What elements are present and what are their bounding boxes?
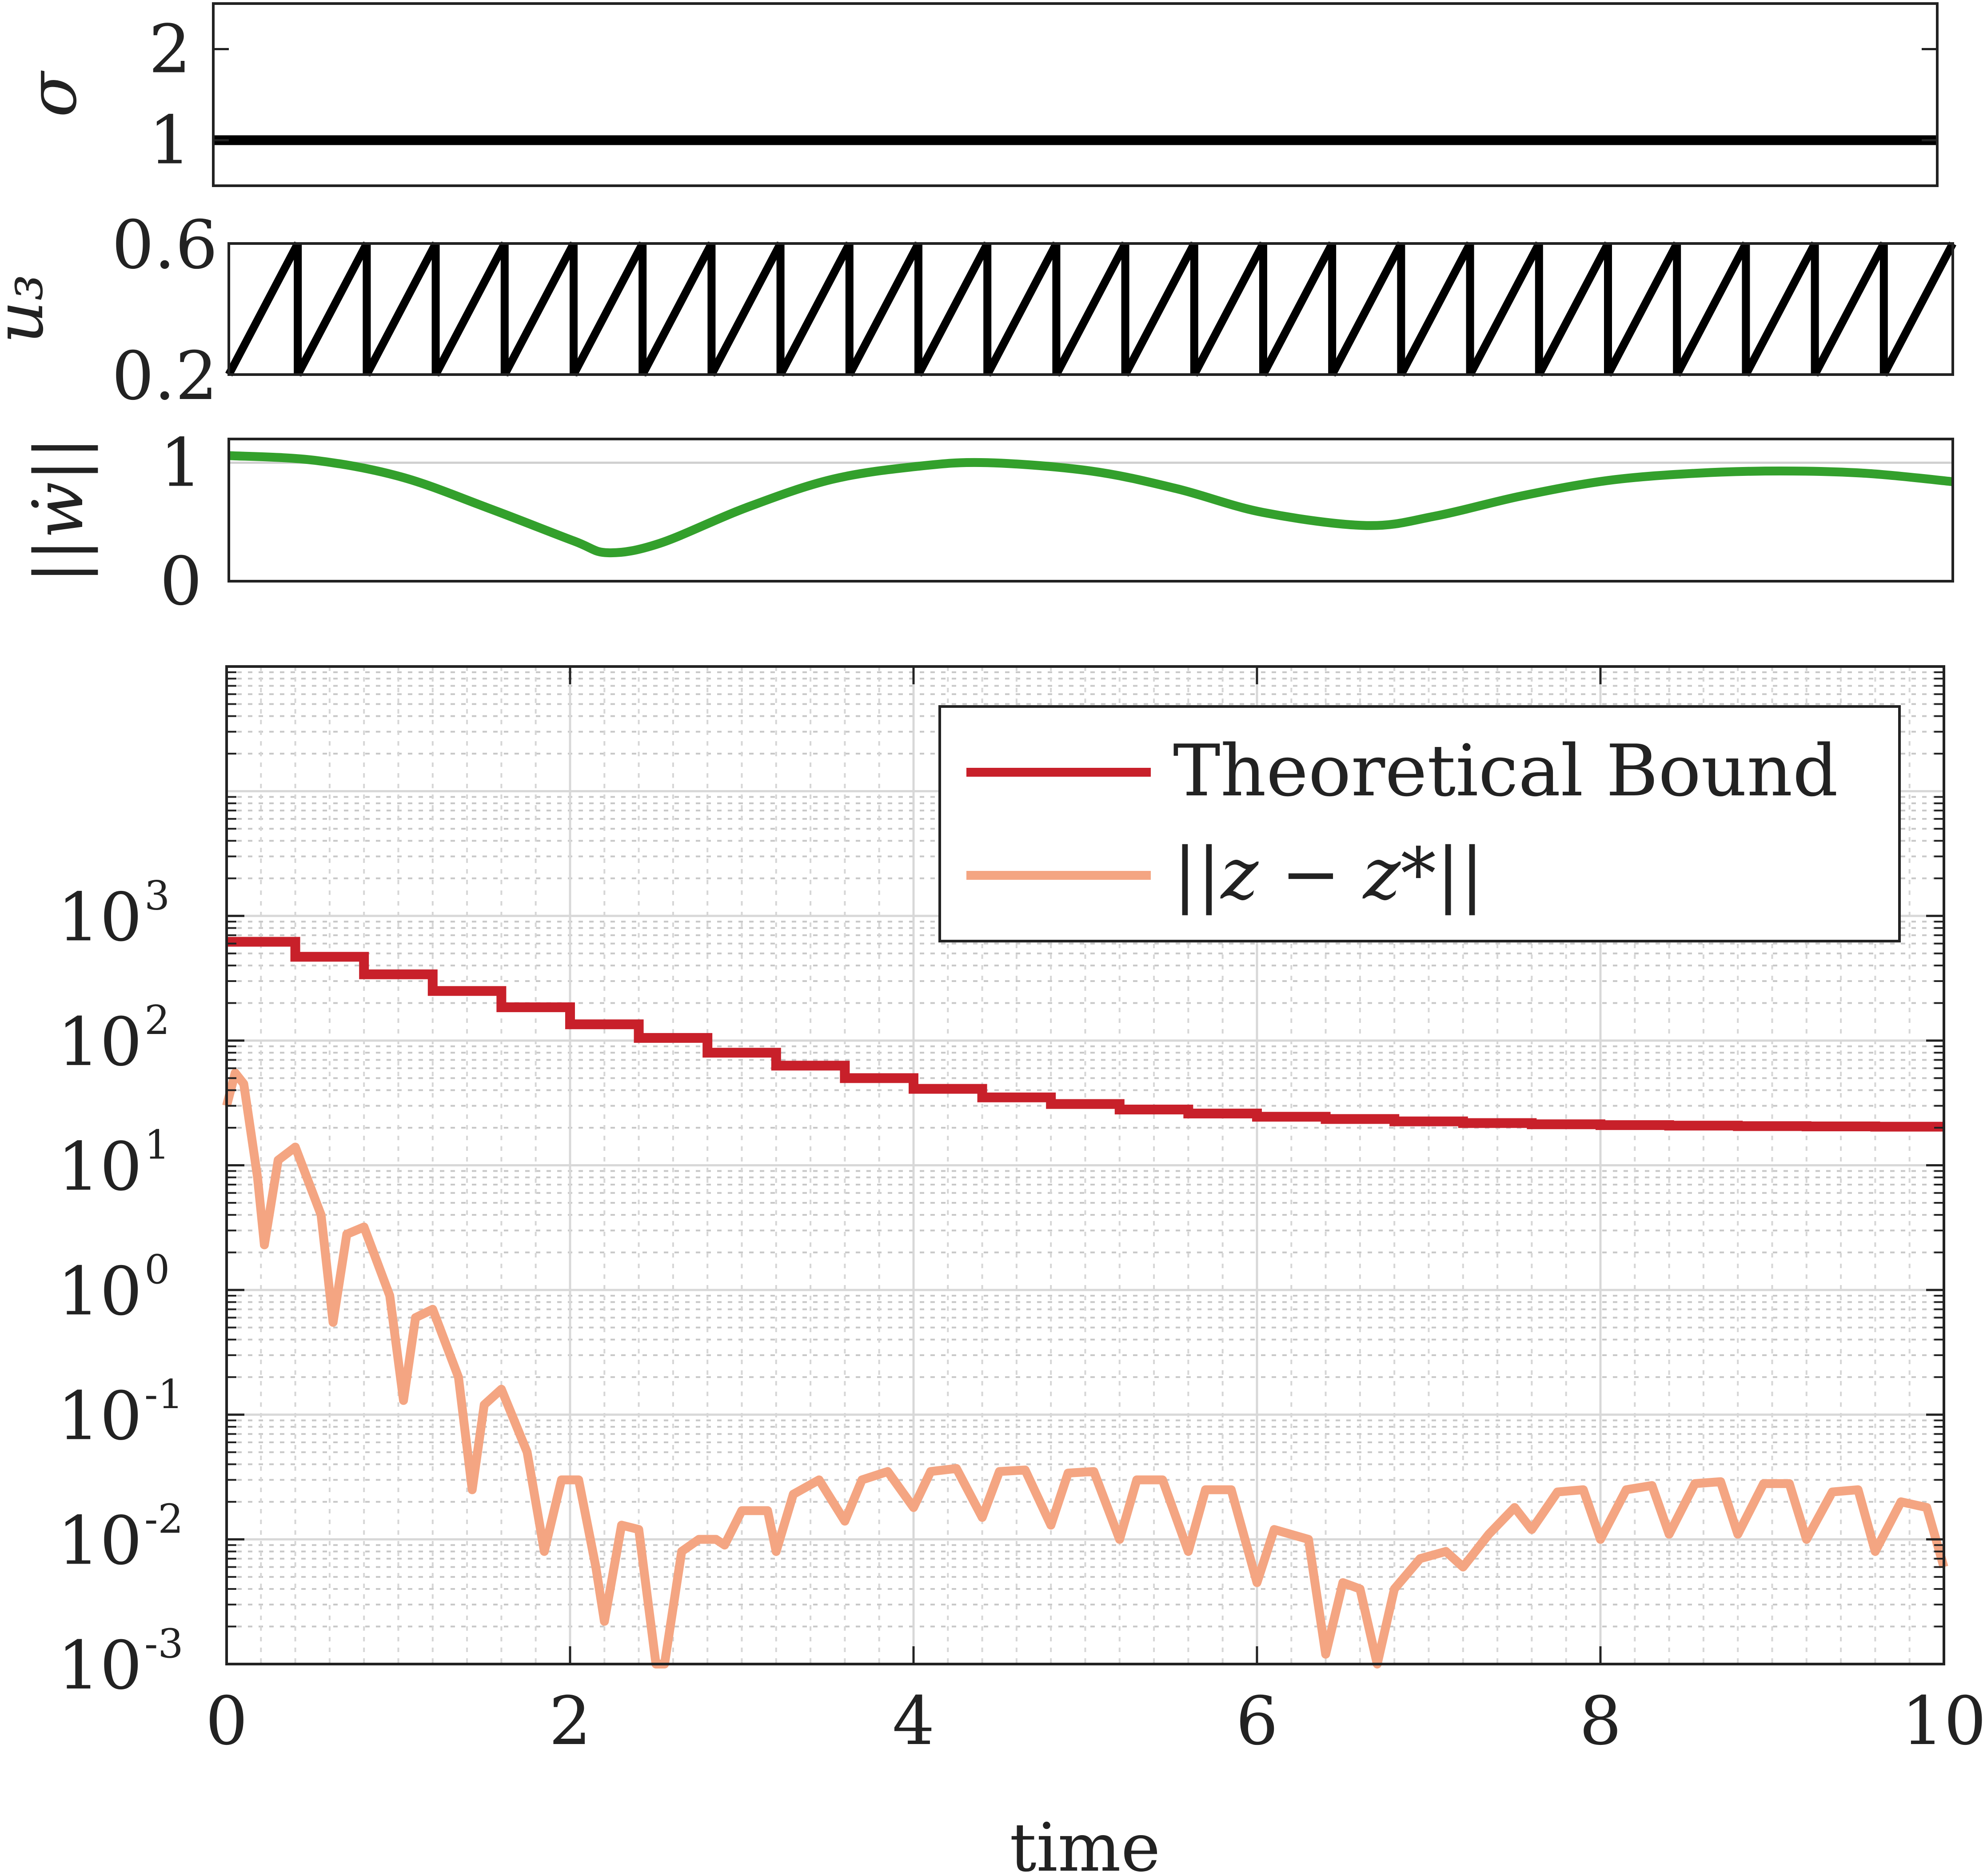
main-ytick-label: 10 xyxy=(57,1004,142,1081)
main-xtick-label: 0 xyxy=(205,1683,247,1760)
wdot-lines xyxy=(228,451,1953,558)
main-ytick-exponent: 2 xyxy=(144,997,170,1044)
main-ytick-label: 10 xyxy=(57,1253,142,1330)
wdot-series-line xyxy=(228,451,1953,558)
sigma-panel: 12 σ xyxy=(14,2,1939,187)
main-ticks: 10 -310 -210 -110 010 110 210 30 2 4 6 8 10 xyxy=(57,667,1986,1760)
legend-label-bound: Theoretical Bound xyxy=(1173,729,1838,812)
main-panel: 10 -310 -210 -110 010 110 210 30 2 4 6 8 10 time The… xyxy=(57,665,1986,1876)
wdot-axes-frame xyxy=(227,438,1954,583)
u3-axes-frame xyxy=(227,242,1954,376)
wdot-ticks: 01 xyxy=(160,424,202,620)
main-ytick-exponent: 0 xyxy=(144,1246,170,1293)
sigma-ticks: 12 xyxy=(149,11,1937,180)
legend: Theoretical Bound ||z − z*|| xyxy=(938,705,1901,942)
sigma-axes-frame xyxy=(212,2,1939,187)
u3-panel: 0.2 0.6 u₃ xyxy=(0,207,1956,415)
u3-ticks: 0.2 0.6 xyxy=(112,207,1953,415)
main-xlabel: time xyxy=(1009,1809,1160,1876)
main-xtick-label: 4 xyxy=(892,1683,934,1760)
main-ytick-exponent: -2 xyxy=(144,1496,184,1542)
wdot-ylabel: ||ẇ|| xyxy=(21,437,98,584)
u3-lines xyxy=(225,241,1956,377)
main-ytick-label: 10 xyxy=(57,1502,142,1580)
error-series-line xyxy=(222,1068,1948,1668)
u3-ylabel: u₃ xyxy=(0,274,58,344)
main-ytick-exponent: 3 xyxy=(144,872,170,919)
main-ytick-label: 10 xyxy=(57,1378,142,1455)
main-ytick-exponent: -1 xyxy=(144,1371,184,1418)
main-xtick-label: 6 xyxy=(1236,1683,1278,1760)
main-xtick-label: 2 xyxy=(549,1683,591,1760)
u3-ytick-label: 0.6 xyxy=(112,207,218,284)
wdot-ytick-label: 0 xyxy=(160,543,202,620)
wdot-ytick-label: 1 xyxy=(160,424,202,502)
main-ytick-exponent: -3 xyxy=(144,1621,184,1667)
main-xtick-label: 8 xyxy=(1579,1683,1621,1760)
sigma-ylabel: σ xyxy=(14,70,92,117)
main-ytick-label: 10 xyxy=(57,1627,142,1704)
u3-ytick-label: 0.2 xyxy=(112,338,218,415)
main-xtick-label: 10 xyxy=(1902,1683,1987,1760)
sigma-ytick-label: 2 xyxy=(149,11,191,88)
sigma-ytick-label: 1 xyxy=(149,102,191,180)
bound-series-line xyxy=(227,937,1944,1132)
main-ytick-exponent: 1 xyxy=(144,1122,170,1169)
main-lines xyxy=(222,937,1948,1668)
u3-series-line xyxy=(225,241,1956,377)
legend-label-error: ||z − z*|| xyxy=(1173,832,1484,915)
wdot-panel: 01 ||ẇ|| xyxy=(21,424,1954,620)
main-ytick-label: 10 xyxy=(57,1129,142,1206)
legend-box xyxy=(938,705,1901,942)
main-ytick-label: 10 xyxy=(57,879,142,956)
